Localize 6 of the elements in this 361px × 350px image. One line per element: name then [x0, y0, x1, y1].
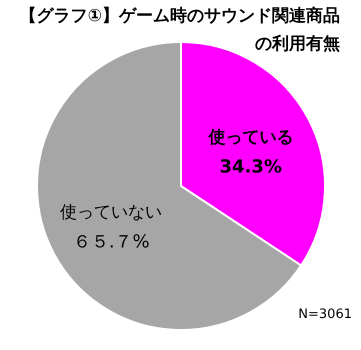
data-label: ６５.７%	[72, 232, 150, 252]
chart-title: 【グラフ①】ゲーム時のサウンド関連商品の利用有無	[18, 5, 340, 56]
slice-label: 使っている	[207, 128, 294, 148]
slice-label: 使っていない	[60, 202, 162, 222]
text: N=3061	[298, 307, 352, 322]
data-label: 34.3%	[220, 156, 282, 178]
